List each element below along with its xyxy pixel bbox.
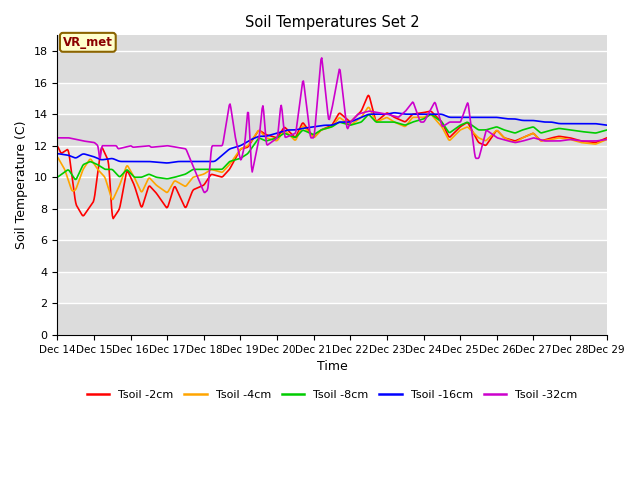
Bar xyxy=(58,209,607,240)
Bar xyxy=(58,83,607,114)
Bar xyxy=(58,146,607,177)
Bar xyxy=(58,51,607,83)
Y-axis label: Soil Temperature (C): Soil Temperature (C) xyxy=(15,121,28,250)
Bar xyxy=(58,272,607,303)
X-axis label: Time: Time xyxy=(317,360,348,373)
Legend: Tsoil -2cm, Tsoil -4cm, Tsoil -8cm, Tsoil -16cm, Tsoil -32cm: Tsoil -2cm, Tsoil -4cm, Tsoil -8cm, Tsoi… xyxy=(83,385,582,404)
Text: VR_met: VR_met xyxy=(63,36,113,49)
Bar xyxy=(58,114,607,146)
Bar xyxy=(58,177,607,209)
Bar xyxy=(58,240,607,272)
Bar xyxy=(58,303,607,335)
Title: Soil Temperatures Set 2: Soil Temperatures Set 2 xyxy=(244,15,419,30)
